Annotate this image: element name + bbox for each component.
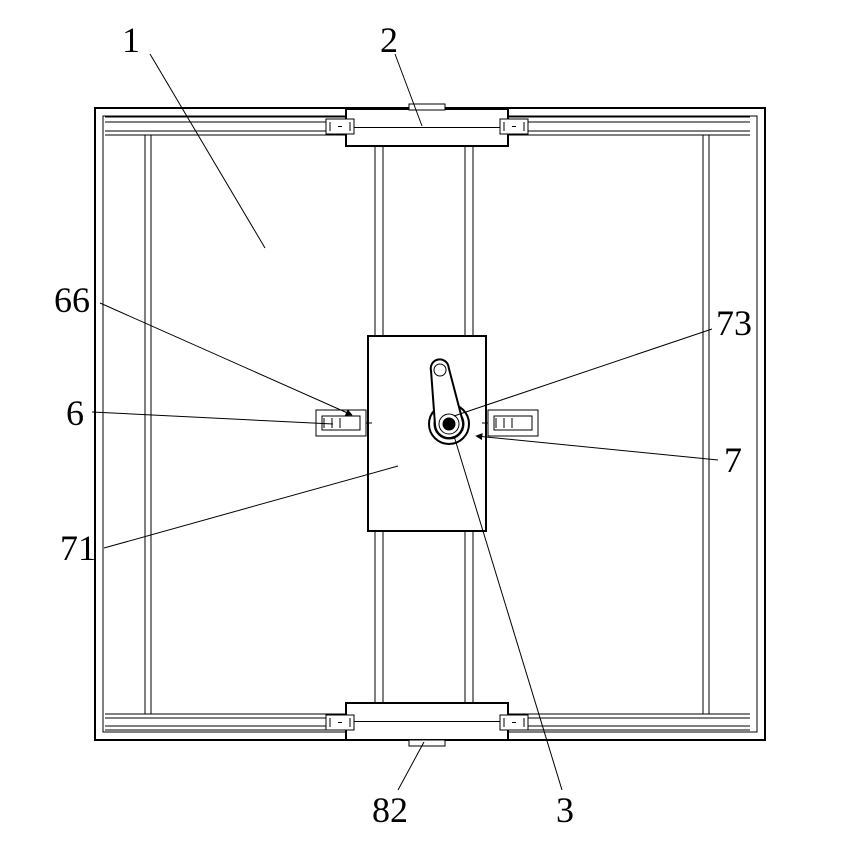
- label-73: 73: [716, 303, 752, 343]
- label-1: 1: [122, 20, 140, 60]
- label-66: 66: [54, 280, 90, 320]
- technical-drawing: 1 2 66 73 6 7 71 3 82: [0, 0, 854, 847]
- label-7: 7: [724, 440, 742, 480]
- label-71: 71: [60, 528, 96, 568]
- label-2: 2: [380, 20, 398, 60]
- label-6: 6: [66, 393, 84, 433]
- label-3: 3: [556, 790, 574, 830]
- label-82: 82: [372, 790, 408, 830]
